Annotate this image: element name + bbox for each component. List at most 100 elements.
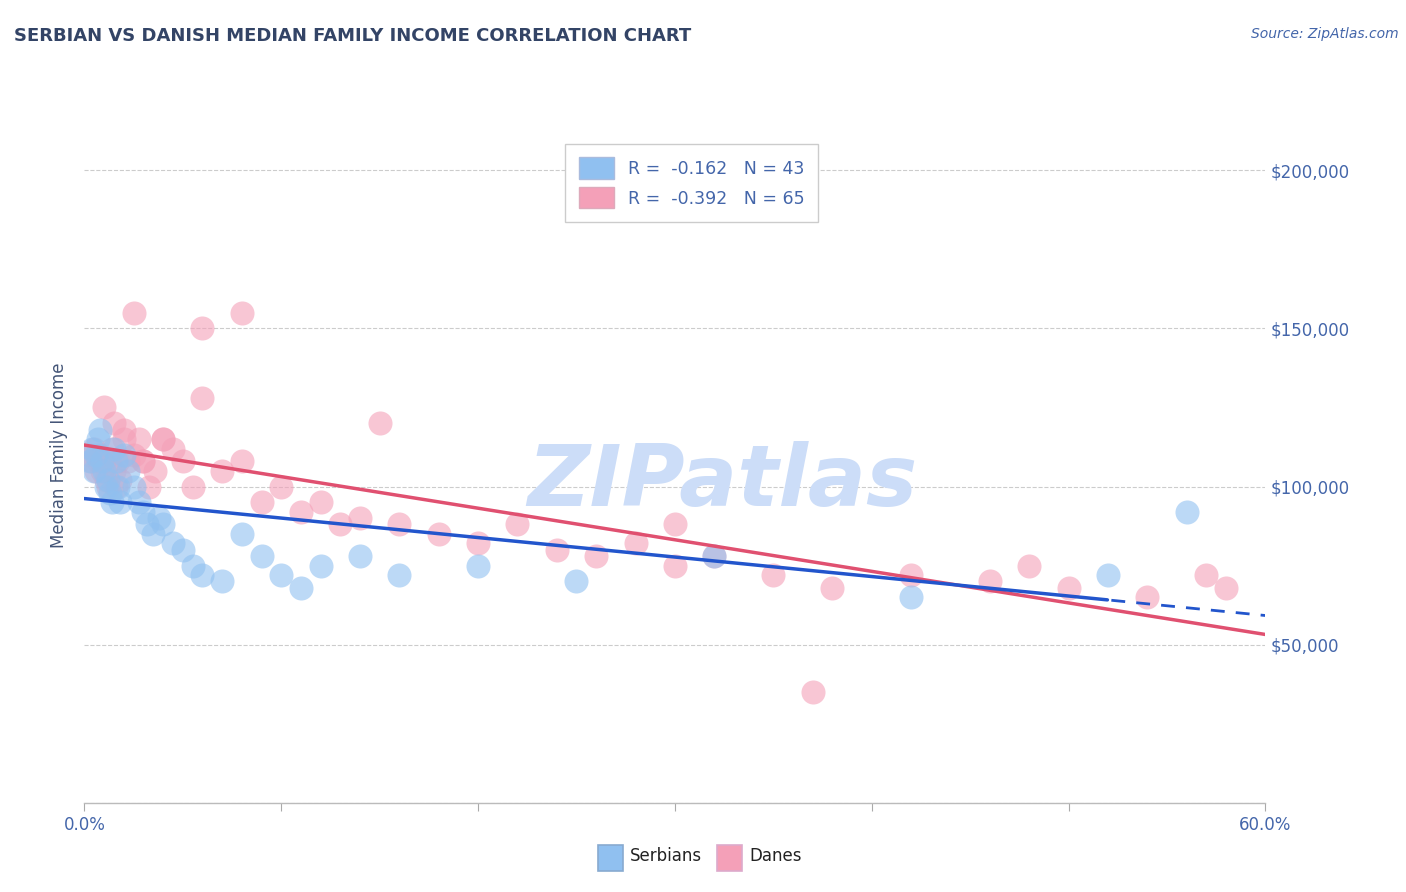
Point — [152, 432, 174, 446]
Point — [97, 479, 120, 493]
Text: SERBIAN VS DANISH MEDIAN FAMILY INCOME CORRELATION CHART: SERBIAN VS DANISH MEDIAN FAMILY INCOME C… — [14, 27, 692, 45]
Point — [900, 568, 922, 582]
Point — [87, 432, 110, 446]
Point — [93, 454, 115, 468]
Point — [83, 442, 105, 456]
Point — [762, 568, 785, 582]
Point — [467, 558, 489, 573]
Point — [148, 511, 170, 525]
Point — [117, 454, 139, 468]
Point — [152, 432, 174, 446]
Point — [104, 454, 127, 468]
Point — [138, 479, 160, 493]
Point — [1018, 558, 1040, 573]
Point — [122, 305, 145, 319]
Point — [181, 558, 204, 573]
Point — [191, 321, 214, 335]
Point — [117, 464, 139, 478]
Point — [329, 517, 352, 532]
Point — [1195, 568, 1218, 582]
Point — [172, 542, 194, 557]
Point — [79, 448, 101, 462]
Point — [132, 505, 155, 519]
Point — [388, 517, 411, 532]
Point — [84, 448, 107, 462]
Point — [191, 391, 214, 405]
Point — [191, 568, 214, 582]
Point — [172, 454, 194, 468]
Point — [290, 581, 312, 595]
Point — [231, 305, 253, 319]
Point — [89, 448, 111, 462]
Point — [506, 517, 529, 532]
Point — [349, 549, 371, 563]
Point — [136, 517, 159, 532]
Text: Source: ZipAtlas.com: Source: ZipAtlas.com — [1251, 27, 1399, 41]
Point — [132, 454, 155, 468]
Point — [309, 495, 332, 509]
Point — [108, 495, 131, 509]
Point — [388, 568, 411, 582]
Point — [309, 558, 332, 573]
Point — [664, 517, 686, 532]
Point — [1175, 505, 1198, 519]
Point — [93, 464, 115, 478]
Text: ZIPatlas: ZIPatlas — [527, 442, 917, 524]
Point — [108, 473, 131, 487]
Point — [211, 464, 233, 478]
Point — [101, 495, 124, 509]
Point — [132, 454, 155, 468]
Y-axis label: Median Family Income: Median Family Income — [51, 362, 69, 548]
Point — [368, 417, 391, 431]
Point — [97, 473, 120, 487]
Point — [91, 464, 114, 478]
Point — [801, 685, 824, 699]
Point — [703, 549, 725, 563]
Point — [585, 549, 607, 563]
Point — [250, 549, 273, 563]
Point — [1057, 581, 1080, 595]
Point — [79, 454, 101, 468]
Point — [1097, 568, 1119, 582]
Point — [83, 464, 105, 478]
Point — [546, 542, 568, 557]
Point — [112, 432, 135, 446]
Point — [93, 401, 115, 415]
Point — [427, 527, 450, 541]
Point — [112, 448, 135, 462]
Point — [128, 432, 150, 446]
Point — [231, 527, 253, 541]
Point — [162, 536, 184, 550]
Point — [1215, 581, 1237, 595]
Point — [162, 442, 184, 456]
Point — [122, 448, 145, 462]
Point — [152, 517, 174, 532]
Point — [211, 574, 233, 589]
Point — [82, 442, 104, 456]
Point — [979, 574, 1001, 589]
Point — [94, 473, 117, 487]
Point — [112, 423, 135, 437]
Point — [94, 479, 117, 493]
Point — [107, 479, 129, 493]
Point — [821, 581, 844, 595]
Point — [624, 536, 647, 550]
Point — [181, 479, 204, 493]
Point — [122, 479, 145, 493]
Point — [467, 536, 489, 550]
Point — [231, 454, 253, 468]
Point — [98, 454, 121, 468]
Point — [349, 511, 371, 525]
Point — [664, 558, 686, 573]
Point — [270, 479, 292, 493]
Point — [91, 454, 114, 468]
Point — [1136, 591, 1159, 605]
Point — [142, 527, 165, 541]
Point — [82, 454, 104, 468]
Point — [104, 479, 127, 493]
Point — [89, 423, 111, 437]
Point — [84, 464, 107, 478]
Point — [565, 574, 588, 589]
Point — [103, 464, 125, 478]
Point — [250, 495, 273, 509]
